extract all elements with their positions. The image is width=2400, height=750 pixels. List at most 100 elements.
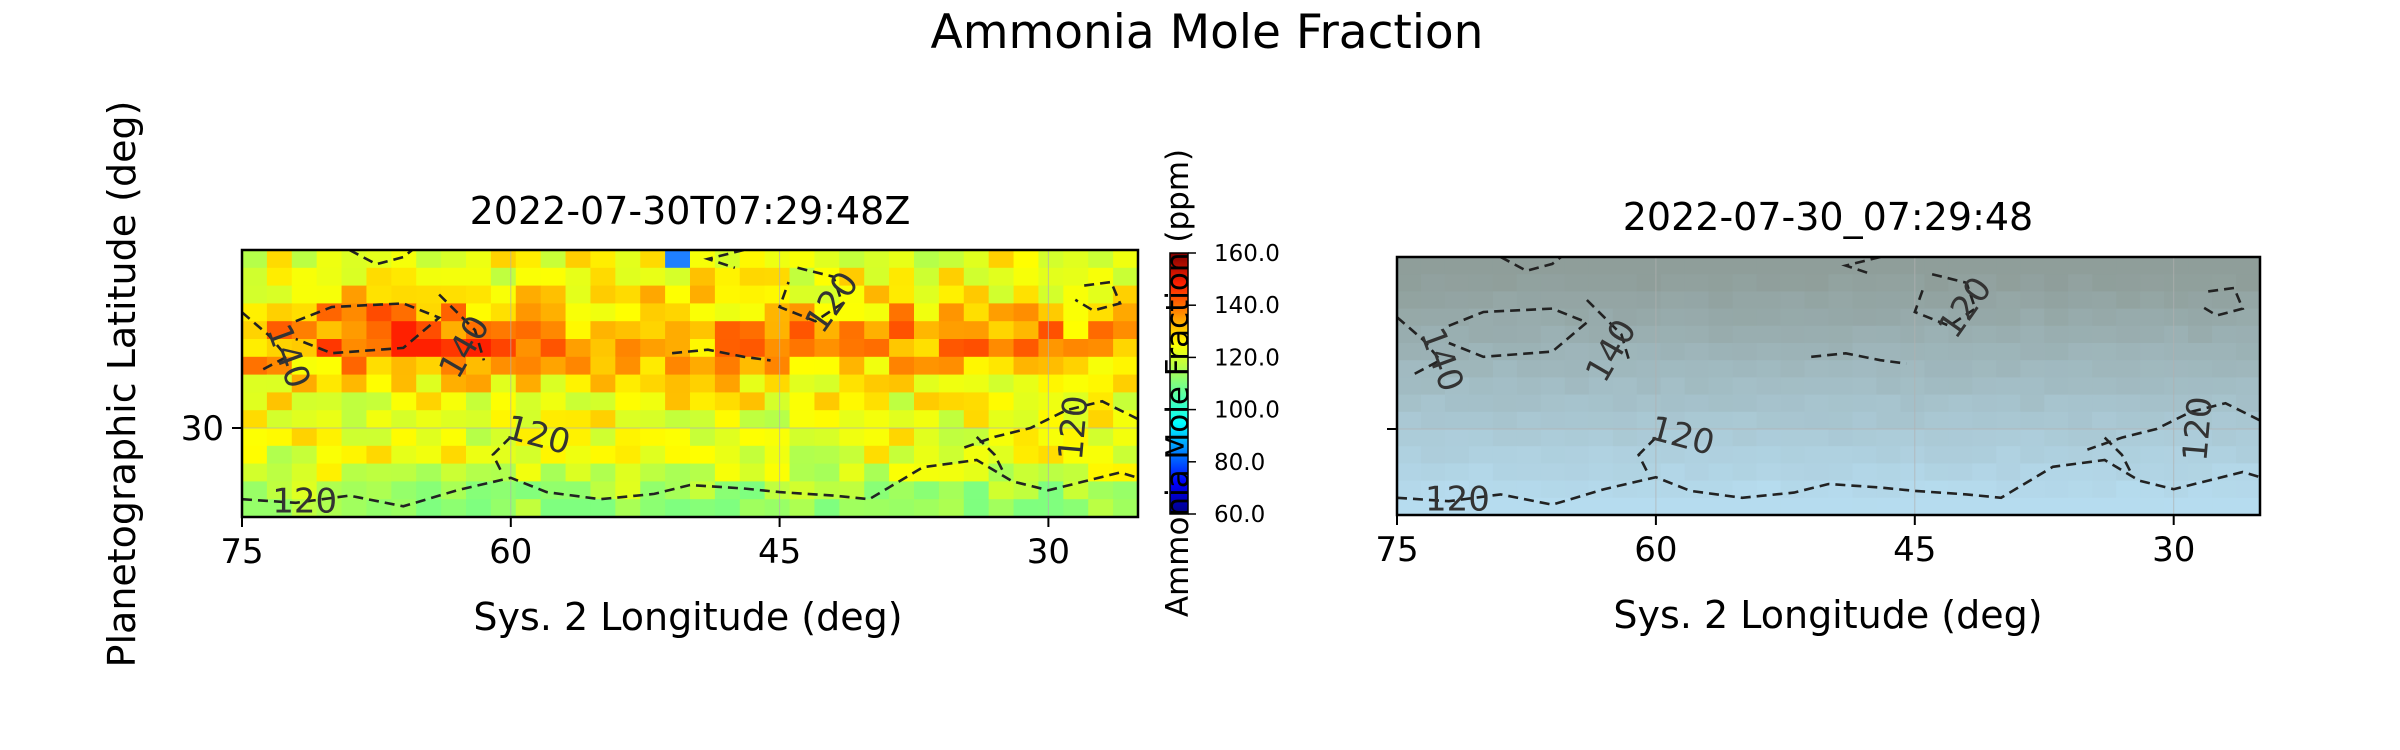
heatmap-cell [789,374,816,393]
heatmap-cell [490,392,517,411]
heatmap-cell [1972,463,1997,482]
heatmap-cell [1492,360,1518,378]
heatmap-cell [839,499,865,517]
heatmap-cell [540,445,567,465]
right-panel-title: 2022-07-30_07:29:48 [1623,195,2034,239]
heatmap-cell [988,356,1015,376]
heatmap-cell [1612,394,1638,413]
heatmap-cell [1948,463,1973,482]
heatmap-cell [1804,377,1830,396]
heatmap-cell [690,428,716,447]
heatmap-cell [1876,463,1902,482]
heatmap-cell [1756,446,1782,464]
heatmap-cell [590,285,616,304]
x-tick-label: 30 [1027,532,1070,572]
heatmap-cell [1996,274,2021,292]
heatmap-cell [2116,274,2141,292]
heatmap-cell [1684,274,1710,292]
heatmap-cell [291,428,318,447]
heatmap-cell [2020,325,2045,344]
heatmap-cell [963,392,990,411]
heatmap-cell [1564,446,1590,464]
heatmap-cell [1756,497,1782,515]
heatmap-cell [391,481,417,500]
heatmap-cell [640,250,666,269]
heatmap-cell [466,392,492,411]
heatmap-cell [1063,481,1089,500]
heatmap-cell [441,250,467,269]
heatmap-cell [1588,377,1614,396]
heatmap-cell [1684,308,1710,327]
heatmap-cell [938,392,965,411]
heatmap-cell [515,303,542,322]
heatmap-cell [1492,429,1518,447]
heatmap-cell [739,374,766,393]
heatmap-cell [441,321,467,340]
heatmap-cell [2116,291,2141,310]
heatmap-cell [1588,411,1614,430]
heatmap-cell [2116,343,2141,361]
heatmap-cell [1492,446,1518,464]
heatmap-cell [1612,257,1638,275]
heatmap-cell [1828,360,1854,378]
heatmap-cell [1708,360,1734,378]
heatmap-cell [1397,360,1422,378]
heatmap-cell [640,374,666,393]
heatmap-cell [1540,360,1566,378]
shared-y-axis-label: Planetographic Latitude (deg) [100,101,144,668]
heatmap-cell [2164,274,2189,292]
heatmap-cell [1900,411,1925,430]
heatmap-cell [615,267,641,287]
heatmap-cell [565,356,592,376]
contour-line [2086,401,2260,451]
heatmap-cell [466,356,492,376]
heatmap-cell [714,321,741,340]
contour-line [2103,436,2132,473]
heatmap-cell [914,410,940,429]
heatmap-cell [291,356,318,376]
heatmap-cell [864,285,890,304]
heatmap-cell [988,392,1015,411]
heatmap-cell [1492,343,1518,361]
heatmap-cell [2068,360,2093,378]
heatmap-cell [1444,463,1470,482]
heatmap-cell [242,285,268,304]
contour-line [295,302,442,355]
heatmap-cell [565,499,592,517]
heatmap-cell [1468,325,1494,344]
heatmap-cell [2044,497,2069,515]
heatmap-cell [640,356,666,376]
heatmap-cell [1397,394,1422,413]
figure-title: Ammonia Mole Fraction [931,5,1484,60]
heatmap-cell [1588,325,1614,344]
heatmap-cell [2068,446,2093,464]
heatmap-cell [1492,411,1518,430]
heatmap-cell [1113,428,1138,447]
heatmap-cell [839,356,865,376]
heatmap-cell [2044,411,2069,430]
heatmap-cell [416,339,442,358]
heatmap-cell [1708,291,1734,310]
heatmap-cell [1780,325,1806,344]
heatmap-cell [2188,480,2213,499]
heatmap-cell [2212,411,2237,430]
heatmap-cell [1900,308,1925,327]
left-panel-title: 2022-07-30T07:29:48Z [470,189,911,233]
heatmap-cell [2212,291,2237,310]
heatmap-cell [565,321,592,340]
heatmap-cell [1063,445,1089,465]
heatmap-cell [366,285,392,304]
heatmap-cell [2092,411,2117,430]
heatmap-cell [889,356,915,376]
heatmap-cell [789,428,816,447]
heatmap-cell [714,267,741,287]
heatmap-cell [1397,377,1422,396]
heatmap-cell [366,356,392,376]
heatmap-cell [1564,360,1590,378]
heatmap-cell [341,303,368,322]
heatmap-cell [1708,394,1734,413]
heatmap-cell [341,267,368,287]
heatmap-cell [2236,257,2260,275]
heatmap-cell [1852,394,1878,413]
heatmap-cell [1468,360,1494,378]
